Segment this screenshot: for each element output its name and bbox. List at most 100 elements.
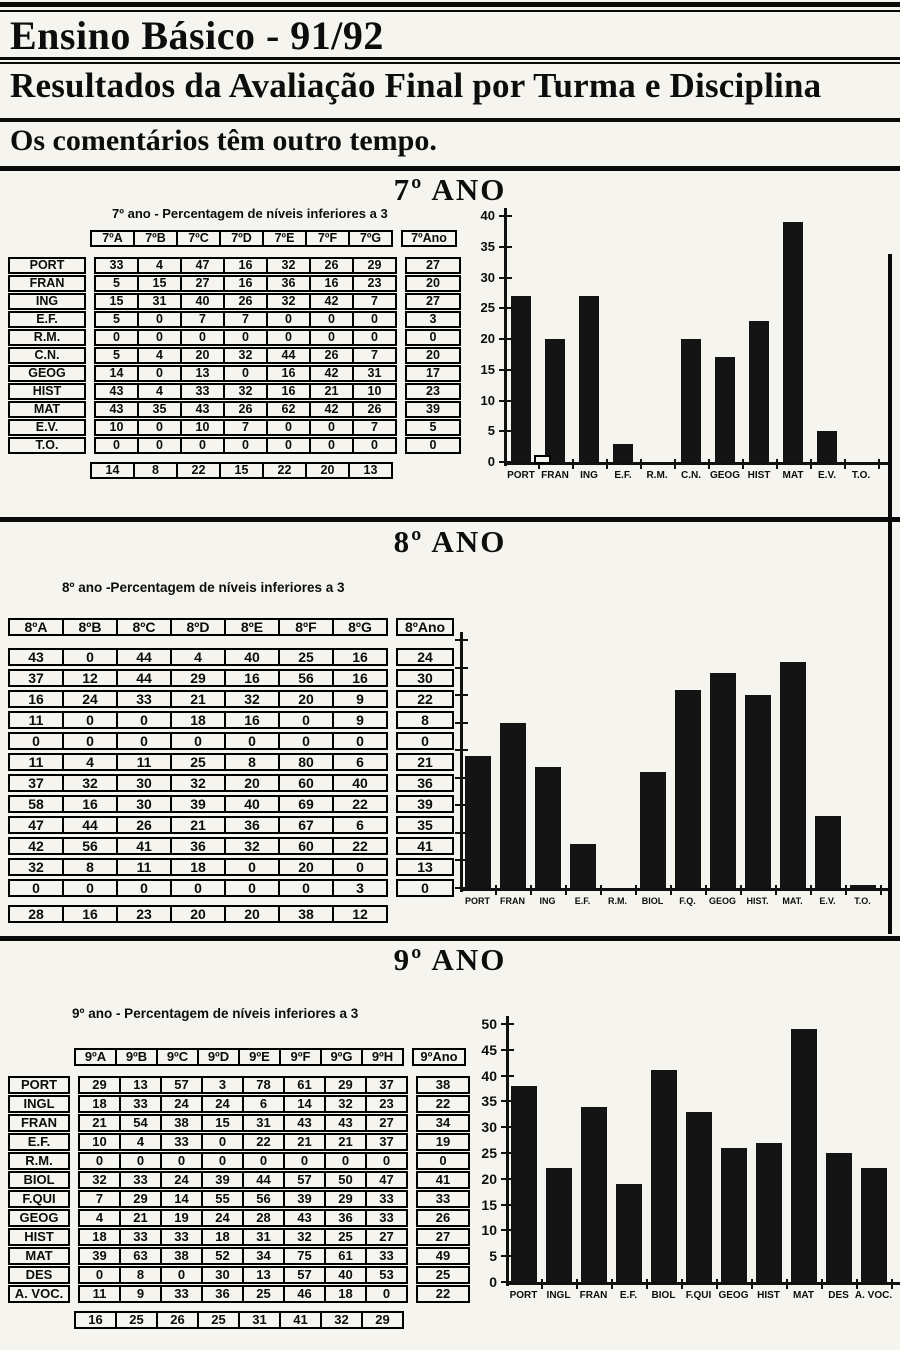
table-cell: 43	[283, 1116, 324, 1130]
table-cell: 4	[137, 385, 180, 398]
bar-des	[826, 1153, 852, 1282]
bar-ingl	[546, 1168, 572, 1282]
x-axis-label: MAT.	[782, 896, 803, 906]
table-cell: 16	[223, 259, 266, 272]
bar-fq	[675, 690, 701, 888]
table-row: HIST 43 4 33 32 16 21 10 23	[8, 383, 461, 400]
y-axis-tick	[499, 368, 512, 371]
top-rule-thin	[0, 10, 900, 12]
bar-ef	[613, 444, 633, 462]
row-strip: 42 56 41 36 32 60 22	[8, 837, 388, 855]
y-axis-tick	[501, 1203, 514, 1206]
table-cell: 42	[28, 838, 44, 854]
table-cell: 32	[266, 295, 309, 308]
x-axis	[506, 1282, 900, 1285]
table-cell: 4	[95, 1210, 104, 1225]
table-cell: 58	[28, 796, 44, 812]
table-cell: 21	[119, 1211, 160, 1225]
table-footer-row: 28 16 23 20 20 38 12	[8, 905, 454, 923]
table-cell: 0	[62, 650, 116, 664]
row-total-cell: 25	[416, 1266, 470, 1284]
y-axis-tick	[499, 399, 512, 402]
table-cell: 0	[309, 439, 352, 452]
bar-chart-8ano: PORT FRAN ING E.F. R.M. BIOL F.Q. GEOG HIST. MAT.…	[446, 610, 896, 925]
x-axis-label: INGL	[546, 1290, 571, 1301]
table-cell: 0	[137, 421, 180, 434]
x-axis-tick	[786, 1279, 788, 1289]
table-cell: 16	[309, 277, 352, 290]
table-cell: 11	[92, 1286, 107, 1301]
x-axis-label: HIST.	[746, 896, 769, 906]
table-cell: 0	[137, 439, 180, 452]
bar-cn	[681, 339, 701, 462]
x-axis-tick	[572, 459, 574, 469]
row-strip: 7 29 14 55 56 39 29 33	[78, 1190, 408, 1208]
y-axis-tick	[499, 307, 512, 310]
table-cell: 4	[137, 349, 180, 362]
row-total-cell: 33	[416, 1190, 470, 1208]
table-cell: 39	[201, 1173, 242, 1187]
x-axis-tick	[810, 459, 812, 469]
x-axis-tick	[576, 1279, 578, 1289]
table-cell: 52	[201, 1249, 242, 1263]
x-axis-tick	[891, 1279, 893, 1289]
table-cell: 60	[278, 839, 332, 853]
table-row: 43 0 44 4 40 25 16 24	[8, 648, 454, 666]
row-total-cell: 21	[396, 753, 454, 771]
table-cell: 18	[170, 860, 224, 874]
column-header-strip: 7ºA 7ºB 7ºC 7ºD 7ºE 7ºF 7ºG	[90, 230, 393, 247]
table-cell: 26	[309, 259, 352, 272]
row-total-cell: 27	[416, 1228, 470, 1246]
table-cell: 0	[170, 881, 224, 895]
y-axis-tick	[455, 694, 468, 697]
table-cell: 33	[116, 692, 170, 706]
row-label: E.F.	[8, 311, 86, 328]
row-strip: 18 33 24 24 6 14 32 23	[78, 1095, 408, 1113]
y-axis-tick	[501, 1152, 514, 1154]
table-row: 37 32 30 32 20 60 40 36	[8, 774, 454, 792]
table-cell: 44	[116, 671, 170, 685]
table-cell: 22	[332, 839, 386, 853]
table-cell: 15	[201, 1116, 242, 1130]
row-total-cell: 22	[396, 690, 454, 708]
x-axis-label: E.V.	[819, 896, 836, 906]
table-cell: 15	[109, 294, 124, 308]
table-cell: 37	[28, 670, 44, 686]
column-header: 7ºB	[133, 232, 176, 245]
table-cell: 0	[365, 1154, 406, 1168]
table-cell: 10	[352, 385, 395, 398]
row-label: MAT	[8, 401, 86, 418]
column-header: 9ºA	[84, 1049, 107, 1064]
row-label: INGL	[8, 1095, 70, 1113]
table-cell: 44	[116, 650, 170, 664]
table-cell: 46	[283, 1287, 324, 1301]
y-axis-tick-label: 20	[480, 331, 495, 346]
table-cell: 13	[119, 1078, 160, 1092]
table-cell: 0	[223, 331, 266, 344]
table-cell: 33	[119, 1230, 160, 1244]
table-cell: 14	[109, 366, 124, 380]
table-cell: 43	[109, 402, 124, 416]
table-cell: 11	[116, 860, 170, 874]
table-row: E.F. 10 4 33 0 22 21 21 37 19	[8, 1133, 470, 1151]
bar-ing	[579, 296, 599, 462]
y-axis-tick-label: 40	[481, 1067, 497, 1084]
table-cell: 0	[224, 881, 278, 895]
x-axis-label: E.F.	[614, 470, 632, 481]
x-axis-label: FRAN	[500, 896, 525, 906]
x-axis-tick	[530, 885, 532, 895]
table-cell: 3	[332, 881, 386, 895]
table-row: R.M. 0 0 0 0 0 0 0 0 0	[8, 1152, 470, 1170]
column-header: 9ºC	[156, 1050, 197, 1064]
table-cell: 18	[170, 713, 224, 727]
table-footer-row: 14 8 22 15 22 20 13	[8, 462, 461, 479]
table-cell: 0	[160, 1154, 201, 1168]
table-cell: 6	[242, 1097, 283, 1111]
row-strip: 58 16 30 39 40 69 22	[8, 795, 388, 813]
row-label: PORT	[8, 1076, 70, 1094]
table-cell: 33	[365, 1249, 406, 1263]
table-row: MAT 39 63 38 52 34 75 61 33 49	[8, 1247, 470, 1265]
footer-cell: 23	[116, 907, 170, 921]
y-axis-tick-label: 20	[481, 1170, 497, 1187]
